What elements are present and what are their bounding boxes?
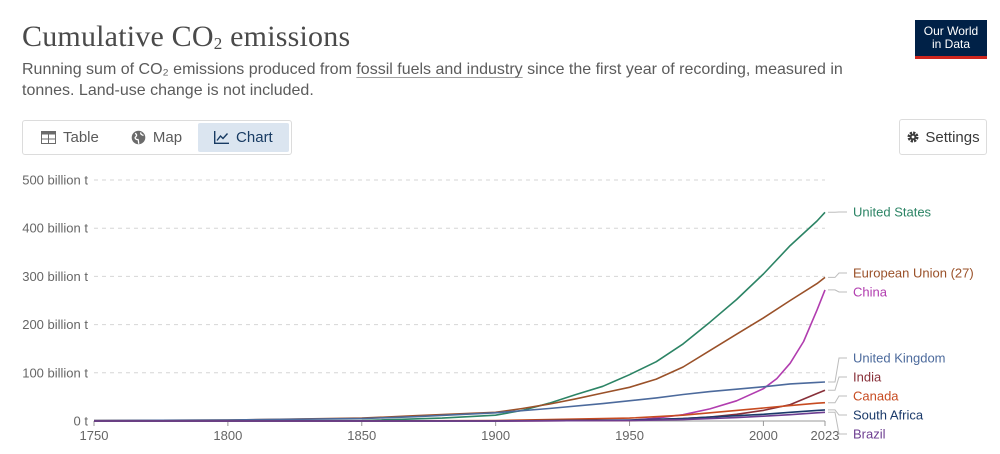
series-line — [94, 211, 826, 422]
x-tick-label: 1750 — [80, 428, 109, 443]
view-tabs: Table Map Chart — [22, 120, 292, 155]
chart-subtitle: Running sum of CO₂ emissions produced fr… — [22, 61, 843, 99]
globe-icon — [131, 130, 146, 145]
settings-button[interactable]: Settings — [899, 119, 987, 155]
series-line — [94, 289, 826, 422]
series-line — [93, 276, 826, 422]
legend-label: South Africa — [853, 408, 924, 423]
y-tick-label: 0 t — [74, 414, 89, 429]
series-line — [93, 381, 826, 422]
legend-connector — [828, 411, 847, 435]
chart-title: Cumulative CO2 emissions — [22, 20, 351, 53]
x-tick-label: 1800 — [213, 428, 242, 443]
legend-connector — [828, 357, 847, 383]
x-tick-label: 2023 — [811, 428, 840, 443]
owid-logo[interactable]: Our World in Data — [915, 20, 987, 59]
y-tick-label: 500 billion t — [22, 173, 88, 188]
legend-label: Brazil — [853, 427, 886, 442]
legend-connector — [828, 289, 847, 293]
x-tick-label: 1950 — [615, 428, 644, 443]
y-tick-label: 400 billion t — [22, 221, 88, 236]
y-tick-label: 300 billion t — [22, 269, 88, 284]
series-line — [94, 411, 826, 422]
line-chart-icon — [214, 131, 230, 144]
legend-connector — [828, 395, 847, 404]
legend-connector — [828, 272, 847, 278]
x-tick-label: 2000 — [749, 428, 778, 443]
legend-label: India — [853, 370, 882, 385]
tab-table[interactable]: Table — [25, 123, 115, 152]
legend-connector — [828, 409, 847, 416]
legend-label: United States — [853, 205, 932, 220]
legend-label: European Union (27) — [853, 266, 974, 281]
y-tick-label: 200 billion t — [22, 317, 88, 332]
legend-label: Canada — [853, 389, 899, 404]
x-tick-label: 1900 — [481, 428, 510, 443]
legend-label: United Kingdom — [853, 351, 946, 366]
gear-icon — [907, 131, 919, 143]
table-icon — [41, 131, 56, 144]
legend-label: China — [853, 285, 888, 300]
tab-chart[interactable]: Chart — [198, 123, 289, 152]
fossil-fuels-link[interactable]: fossil fuels and industry — [356, 61, 523, 78]
legend-connector — [828, 376, 847, 391]
x-tick-label: 1850 — [347, 428, 376, 443]
y-tick-label: 100 billion t — [22, 365, 88, 380]
tab-map[interactable]: Map — [115, 123, 198, 152]
